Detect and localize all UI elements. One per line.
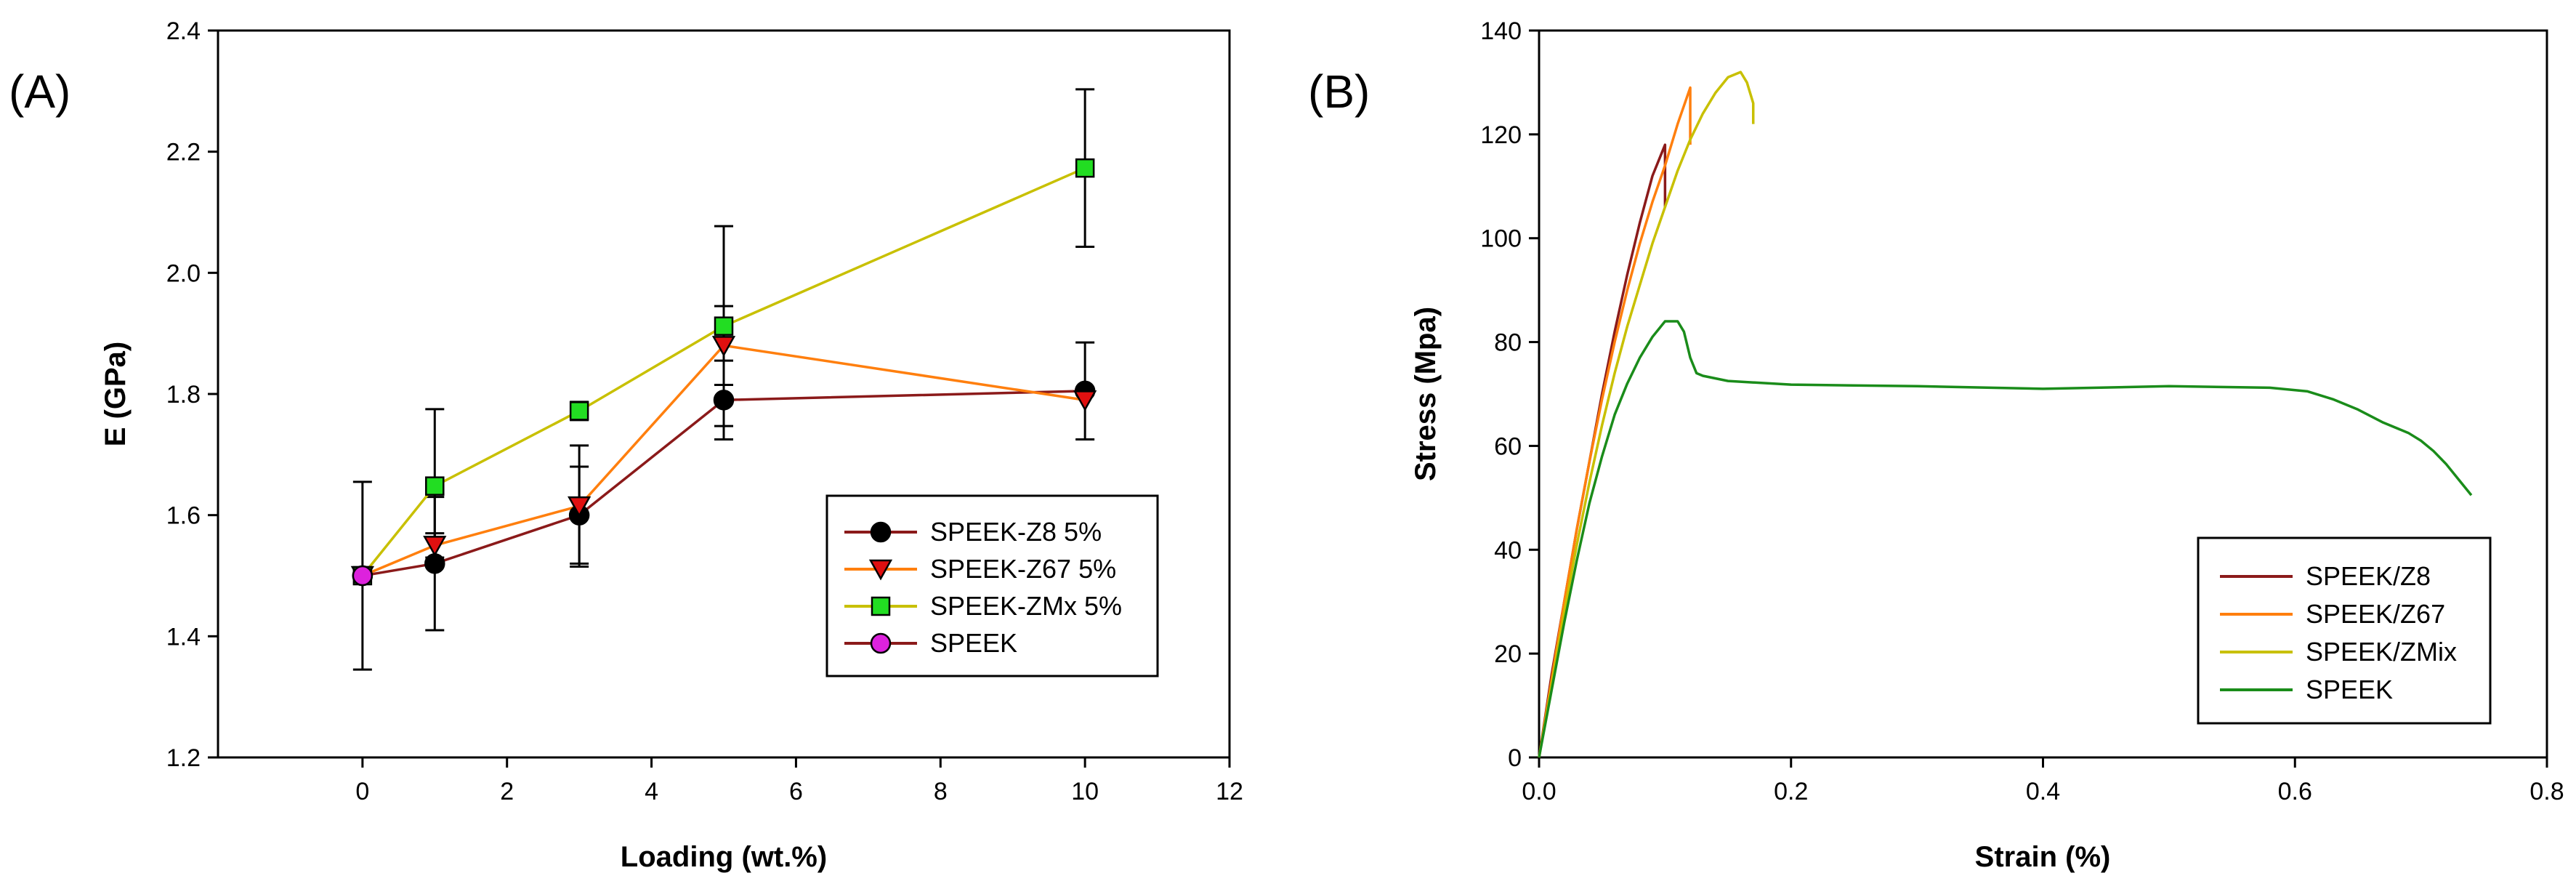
legend-marker [870,521,892,543]
chart-a-x-axis: 0 2 4 6 8 10 12 [355,757,1243,805]
x-tick-label: 8 [934,778,948,805]
chart-b-series [1538,71,2473,758]
chart-a: 1.2 1.4 1.6 1.8 2.0 2.2 2.4 0 2 4 6 8 10 12 Loading … [100,17,1243,873]
x-tick-label: 0 [355,778,369,805]
y-tick-label: 1.6 [166,502,201,530]
chart-a-y-axis-title: E (GPa) [100,342,132,446]
chart-a-series [350,88,1097,671]
legend-label: SPEEK [930,628,1017,658]
panel-label-a: (A) [9,65,70,118]
data-point-speek-z8-5- [424,553,445,574]
legend-marker [871,596,891,616]
y-tick-label: 1.8 [166,381,201,409]
chart-b-y-axis: 0 20 40 60 80 100 120 140 [1480,17,1539,772]
x-tick-label: 0.8 [2529,778,2564,805]
data-point-speek-z67-5- [1073,390,1097,411]
y-tick-label: 120 [1480,121,1522,149]
data-point-speek-zmx-5- [425,476,445,496]
x-tick-label: 4 [645,778,658,805]
y-tick-label: 1.4 [166,623,201,651]
data-point-speek-z67-5- [568,496,591,518]
x-tick-label: 0.2 [1774,778,1808,805]
legend-label: SPEEK/Z67 [2306,599,2445,629]
data-point-speek-zmx-5- [569,401,589,421]
y-tick-label: 0 [1508,744,1522,772]
y-tick-label: 2.4 [166,17,201,45]
y-tick-label: 1.2 [166,744,201,772]
data-point-speek-zmx-5- [1075,158,1095,178]
series-line-speek-zmix [1538,71,1755,758]
x-tick-label: 10 [1071,778,1099,805]
chart-b-x-axis: 0.0 0.2 0.4 0.6 0.8 [1522,757,2564,805]
chart-a-legend: SPEEK-Z8 5% SPEEK-Z67 5% SPEEK-ZMx 5% SPEEK [825,494,1159,677]
legend-label: SPEEK/Z8 [2306,561,2431,591]
chart-b-y-axis-title: Stress (Mpa) [1410,307,1442,481]
series-line-speek [1538,320,2473,758]
chart-b-legend: SPEEK/Z8 SPEEK/Z67 SPEEK/ZMix SPEEK [2197,536,2492,725]
x-tick-label: 6 [789,778,803,805]
series-line-speek-z8 [1538,143,1667,758]
x-tick-label: 12 [1216,778,1243,805]
chart-a-x-axis-title: Loading (wt.%) [621,841,827,873]
legend-label: SPEEK/ZMix [2306,637,2457,667]
data-point-speek-z8-5- [713,390,735,411]
data-point-speek-z67-5- [423,536,447,557]
y-tick-label: 2.0 [166,260,201,287]
x-tick-label: 2 [500,778,514,805]
x-tick-label: 0.0 [1522,778,1556,805]
y-tick-label: 20 [1494,640,1522,668]
panel-label-b: (B) [1308,65,1370,118]
y-tick-label: 100 [1480,225,1522,253]
legend-marker [868,559,893,581]
legend-label: SPEEK [2306,675,2393,704]
y-tick-label: 60 [1494,433,1522,460]
legend-label: SPEEK-Z67 5% [930,554,1116,584]
legend-label: SPEEK-ZMx 5% [930,591,1122,621]
legend-label: SPEEK-Z8 5% [930,517,1102,547]
chart-b: 0 20 40 60 80 100 120 140 0.0 0.2 0.4 0.6 0.8 Strai… [1410,17,2564,873]
data-point-speek [352,565,374,587]
y-tick-label: 40 [1494,536,1522,564]
data-point-speek-zmx-5- [714,316,734,336]
x-tick-label: 0.6 [2278,778,2312,805]
legend-marker [870,632,892,654]
series-line-speek-z67 [1538,86,1692,758]
chart-a-y-axis: 1.2 1.4 1.6 1.8 2.0 2.2 2.4 [166,17,218,772]
data-point-speek-z67-5- [711,336,736,357]
chart-b-x-axis-title: Strain (%) [1975,841,2111,873]
x-tick-label: 0.4 [2026,778,2060,805]
y-tick-label: 2.2 [166,139,201,166]
chart-b-legend-box [2197,536,2492,725]
y-tick-label: 140 [1480,17,1522,45]
y-tick-label: 80 [1494,329,1522,357]
